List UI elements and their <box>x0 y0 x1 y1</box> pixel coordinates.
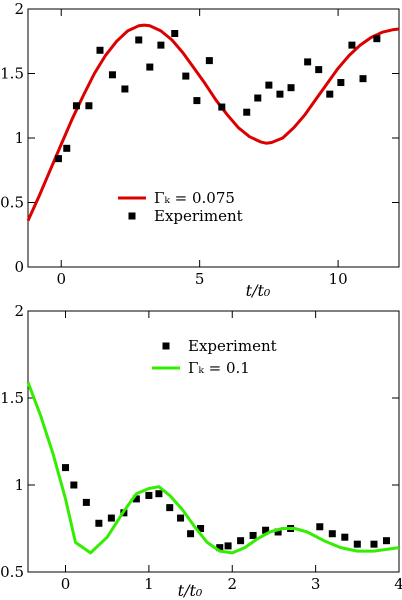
bottom-chart: 0 1 2 3 4 0.5 1 1.5 2 t/t₀ Experiment Γₖ = 0.1 <box>0 302 402 600</box>
legend-label: Γₖ = 0.075 <box>154 189 235 207</box>
data-point <box>262 526 270 534</box>
series-line <box>26 23 400 222</box>
data-point <box>237 537 245 545</box>
data-point <box>197 525 205 532</box>
data-point <box>135 36 143 44</box>
data-point <box>337 79 345 87</box>
y-tick-label: 0.5 <box>0 563 24 581</box>
x-tick-label: 3 <box>311 575 321 593</box>
data-point <box>70 481 78 489</box>
data-point <box>121 85 129 93</box>
x-tick-label: 0 <box>61 575 71 593</box>
data-point <box>382 537 390 545</box>
data-point <box>274 528 282 536</box>
y-tick-label: 1 <box>14 476 24 494</box>
legend-label: Experiment <box>188 337 277 355</box>
data-point <box>157 41 165 49</box>
y-tick-label: 0 <box>14 258 24 276</box>
data-point <box>224 542 232 550</box>
data-point <box>304 58 312 66</box>
x-tick-label: 4 <box>394 575 402 593</box>
data-point <box>193 97 201 105</box>
data-point <box>359 75 367 83</box>
data-point <box>326 90 334 98</box>
data-point <box>132 495 140 503</box>
data-point <box>287 84 295 92</box>
x-tick-label: 0 <box>56 270 66 288</box>
x-axis-label: t/t₀ <box>246 281 271 300</box>
data-point <box>276 90 284 98</box>
data-point <box>95 519 103 527</box>
data-point <box>96 46 104 54</box>
x-tick-label: 2 <box>227 575 237 593</box>
data-point <box>54 155 62 163</box>
data-point <box>82 498 90 506</box>
data-point <box>155 490 163 498</box>
data-point <box>72 102 80 110</box>
data-point <box>216 544 224 552</box>
data-point <box>353 540 361 548</box>
x-tick-label: 5 <box>195 270 205 288</box>
plot-frame <box>27 310 400 573</box>
data-point <box>373 35 381 43</box>
data-point <box>166 504 174 512</box>
data-point <box>63 144 71 152</box>
data-point <box>315 66 323 74</box>
data-point <box>145 491 153 499</box>
data-point <box>171 30 179 38</box>
x-tick-label: 10 <box>329 270 348 288</box>
data-point <box>243 108 251 116</box>
data-point <box>341 533 349 541</box>
data-point <box>108 71 116 79</box>
data-point <box>146 63 154 71</box>
data-point <box>62 464 70 472</box>
y-tick-label: 2 <box>14 0 24 18</box>
x-tick-label: 1 <box>144 575 154 593</box>
y-tick-label: 1.5 <box>0 389 24 407</box>
data-point <box>85 102 93 110</box>
data-point <box>254 94 262 102</box>
y-tick-label: 1.5 <box>0 65 24 83</box>
data-point <box>205 57 213 65</box>
legend-square-marker <box>128 212 136 220</box>
y-tick-label: 2 <box>14 302 24 320</box>
series-line <box>26 381 400 555</box>
data-point <box>328 530 336 538</box>
data-point <box>182 72 190 80</box>
y-tick-label: 1 <box>14 129 24 147</box>
x-axis-label: t/t₀ <box>178 581 203 600</box>
data-point <box>348 41 356 49</box>
legend-label: Γₖ = 0.1 <box>188 359 250 377</box>
data-point <box>177 514 185 522</box>
data-point <box>265 81 273 89</box>
data-point <box>187 530 195 538</box>
data-point <box>249 531 257 539</box>
data-point <box>316 523 324 531</box>
legend-label: Experiment <box>154 207 243 225</box>
legend-square-marker <box>162 342 170 350</box>
data-point <box>370 540 378 548</box>
data-point <box>218 103 226 111</box>
plot-frame <box>27 8 400 268</box>
y-tick-label: 0.5 <box>0 194 24 212</box>
data-point <box>107 514 115 522</box>
